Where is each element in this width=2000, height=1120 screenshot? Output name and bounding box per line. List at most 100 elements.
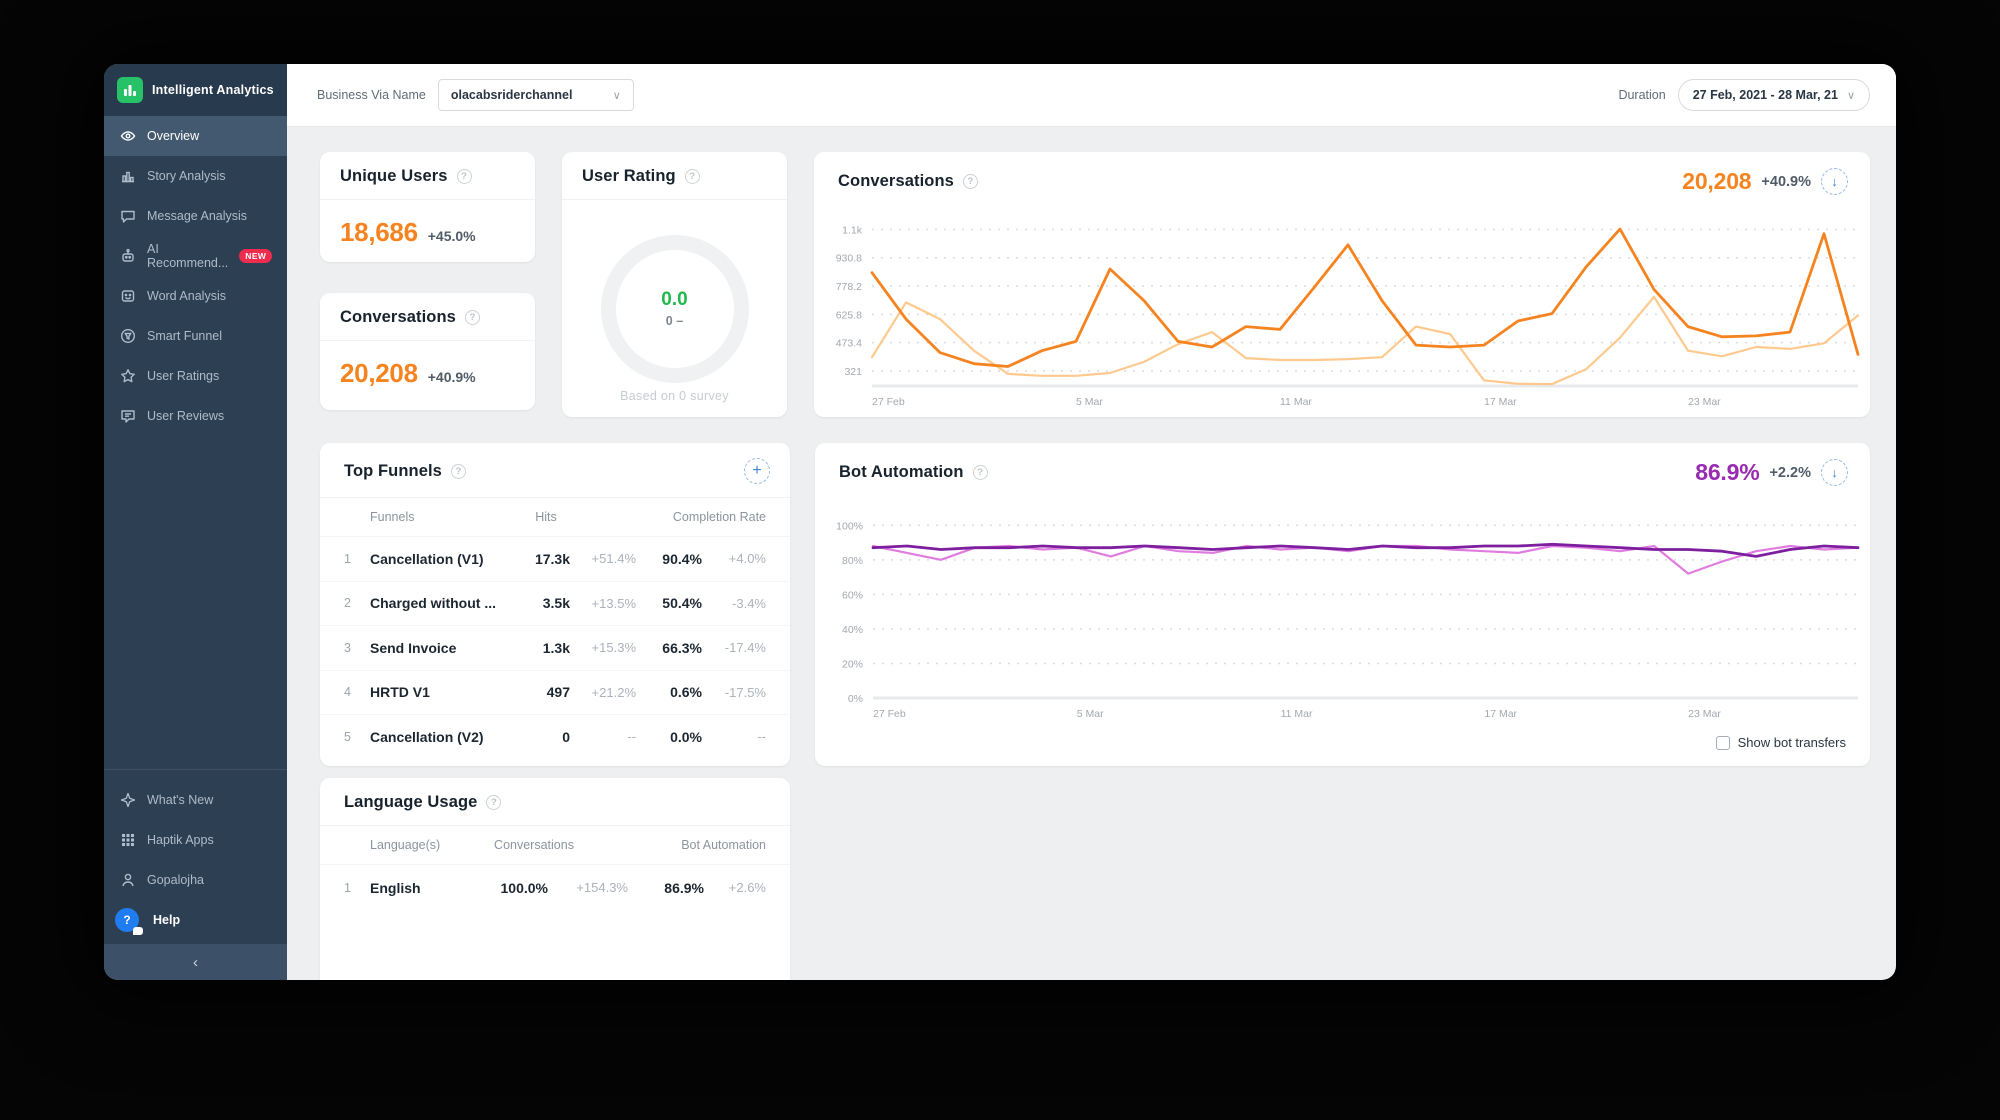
row-rank: 5 <box>344 729 351 744</box>
svg-text:100%: 100% <box>836 520 863 532</box>
conversations-summary-card: Conversations ? 20,208 +40.9% <box>320 293 535 410</box>
col-bot-automation: Bot Automation <box>681 838 766 852</box>
funnel-rate-delta: -- <box>757 729 766 745</box>
col-completion-rate: Completion Rate <box>672 510 766 524</box>
table-row[interactable]: 2 Charged without ... 3.5k +13.5% 50.4% … <box>320 580 790 626</box>
sidebar-item-overview[interactable]: Overview <box>104 116 287 156</box>
svg-text:60%: 60% <box>842 589 863 601</box>
sidebar-item-user-reviews[interactable]: User Reviews <box>104 396 287 436</box>
divider <box>320 825 790 826</box>
funnel-hits: 0 <box>562 728 570 745</box>
sidebar-item-help[interactable]: ? Help <box>104 900 287 940</box>
svg-text:625.8: 625.8 <box>836 309 862 321</box>
row-rank: 1 <box>344 551 351 566</box>
main-area: Business Via Name olacabsriderchannel ∨ … <box>287 64 1896 980</box>
review-bubble-icon <box>119 408 136 425</box>
sidebar-item-message-analysis[interactable]: Message Analysis <box>104 196 287 236</box>
table-row[interactable]: 5 Cancellation (V2) 0 -- 0.0% -- <box>320 714 790 759</box>
conversations-delta: +40.9% <box>427 369 476 385</box>
sidebar-item-smart-funnel[interactable]: Smart Funnel <box>104 316 287 356</box>
export-icon[interactable]: ↓ <box>1821 459 1848 486</box>
funnel-rate-delta: -3.4% <box>732 595 766 611</box>
rating-caption: Based on 0 survey <box>620 389 729 403</box>
svg-text:0%: 0% <box>848 693 863 705</box>
sidebar-item-label: User Ratings <box>147 369 220 383</box>
svg-text:20%: 20% <box>842 658 863 670</box>
chevron-left-icon: ‹ <box>193 953 198 971</box>
svg-text:473.4: 473.4 <box>836 338 862 350</box>
info-icon[interactable]: ? <box>456 169 472 184</box>
divider <box>320 199 535 200</box>
funnel-name: Cancellation (V2) <box>370 728 484 745</box>
table-row[interactable]: 1 English 100.0% +154.3% 86.9% +2.6% <box>320 864 790 910</box>
sidebar-item-word-analysis[interactable]: Word Analysis <box>104 276 287 316</box>
svg-text:23 Mar: 23 Mar <box>1688 396 1721 408</box>
language-bot-automation: 86.9% <box>664 879 704 896</box>
add-funnel-icon[interactable]: + <box>744 458 770 484</box>
sidebar-nav: Overview Story Analysis Message Analysis… <box>104 116 287 436</box>
card-title: Bot Automation <box>839 463 964 481</box>
table-row[interactable]: 4 HRTD V1 497 +21.2% 0.6% -17.5% <box>320 669 790 715</box>
funnel-name: HRTD V1 <box>370 684 430 701</box>
funnel-hits-delta: +13.5% <box>591 595 636 611</box>
app-logo-row: Intelligent Analytics <box>104 64 287 116</box>
funnel-rate-delta: +4.0% <box>728 551 766 567</box>
svg-text:23 Mar: 23 Mar <box>1688 708 1721 720</box>
bot-automation-card: Bot Automation ? 86.9% +2.2% ↓ 0% 20% 40% 6… <box>815 443 1870 766</box>
user-icon <box>119 872 136 889</box>
language-conversations: 100.0% <box>500 879 548 896</box>
sidebar-item-label: Message Analysis <box>147 209 248 223</box>
bar-chart-icon <box>119 168 136 185</box>
col-hits: Hits <box>535 510 557 524</box>
duration-select[interactable]: 27 Feb, 2021 - 28 Mar, 21 ∨ <box>1677 79 1870 111</box>
svg-text:11 Mar: 11 Mar <box>1281 708 1313 720</box>
business-select[interactable]: olacabsriderchannel ∨ <box>437 79 634 111</box>
sidebar-item-whats-new[interactable]: What's New <box>104 780 287 820</box>
sidebar-item-ai-recommend[interactable]: AI Recommend... NEW <box>104 236 287 276</box>
show-bot-transfers-checkbox[interactable] <box>1715 735 1730 750</box>
sidebar-collapse-button[interactable]: ‹ <box>104 944 287 980</box>
sidebar-item-haptik-apps[interactable]: Haptik Apps <box>104 820 287 860</box>
svg-text:80%: 80% <box>842 555 863 567</box>
smiley-card-icon <box>119 288 136 305</box>
funnel-name: Charged without ... <box>370 595 496 612</box>
row-rank: 1 <box>344 880 351 895</box>
export-icon[interactable]: ↓ <box>1821 168 1848 195</box>
funnel-rate-delta: -17.5% <box>724 684 766 700</box>
svg-text:930.8: 930.8 <box>836 253 862 265</box>
card-title: Language Usage <box>344 793 478 811</box>
svg-text:27 Feb: 27 Feb <box>873 708 906 720</box>
sidebar-item-story-analysis[interactable]: Story Analysis <box>104 156 287 196</box>
info-icon[interactable]: ? <box>962 174 978 189</box>
sidebar-item-label: Story Analysis <box>147 169 226 183</box>
sidebar-item-account[interactable]: Gopalojha <box>104 860 287 900</box>
svg-text:11 Mar: 11 Mar <box>1280 396 1312 408</box>
funnel-rate: 66.3% <box>662 639 702 656</box>
sidebar-item-label: Help <box>153 913 181 927</box>
info-icon[interactable]: ? <box>486 795 502 810</box>
info-icon[interactable]: ? <box>464 310 480 325</box>
sidebar-item-user-ratings[interactable]: User Ratings <box>104 356 287 396</box>
funnel-hits: 1.3k <box>542 639 570 656</box>
info-icon[interactable]: ? <box>684 169 700 184</box>
app-title: Intelligent Analytics <box>152 83 274 97</box>
funnel-hits-delta: +51.4% <box>591 551 636 567</box>
show-bot-transfers-label: Show bot transfers <box>1737 735 1846 750</box>
table-row[interactable]: 1 Cancellation (V1) 17.3k +51.4% 90.4% +… <box>320 536 790 581</box>
col-funnels: Funnels <box>370 510 415 524</box>
col-languages: Language(s) <box>370 838 441 852</box>
business-select-value: olacabsriderchannel <box>450 88 573 102</box>
table-header: Funnels Hits Completion Rate <box>320 498 790 536</box>
info-icon[interactable]: ? <box>972 465 988 480</box>
funnel-rate: 50.4% <box>662 595 702 612</box>
help-icon: ? <box>115 908 143 935</box>
duration-label: Duration <box>1618 88 1666 102</box>
rating-donut: 0.0 0 – <box>600 234 749 383</box>
table-row[interactable]: 3 Send Invoice 1.3k +15.3% 66.3% -17.4% <box>320 625 790 670</box>
chevron-down-icon: ∨ <box>612 89 621 102</box>
dashboard-content: Unique Users ? 18,686 +45.0% Conversatio… <box>287 127 1896 980</box>
divider <box>320 497 790 498</box>
sparkle-icon <box>119 792 136 809</box>
info-icon[interactable]: ? <box>450 463 466 479</box>
svg-text:17 Mar: 17 Mar <box>1484 708 1517 720</box>
